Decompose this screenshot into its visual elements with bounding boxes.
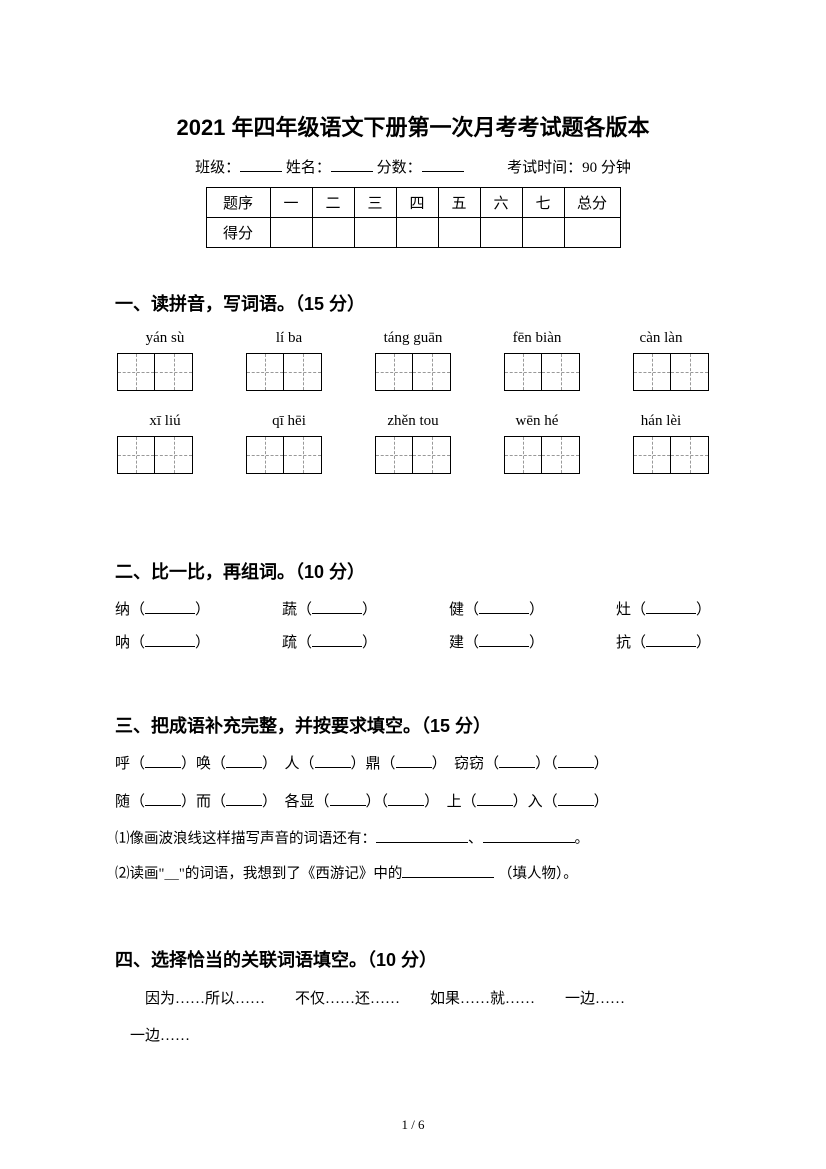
tianzi-box <box>504 436 580 474</box>
section4-title: 四、选择恰当的关联词语填空。（10 分） <box>115 946 711 972</box>
idiom-line: 随（）而（） 各显（）（） 上（）入（） <box>115 790 711 814</box>
pinyin-label: wēn hé <box>489 413 585 430</box>
tianzi-row <box>115 436 711 474</box>
tianzi-box <box>633 353 709 391</box>
tianzi-box <box>117 436 193 474</box>
table-cell: 五 <box>438 188 480 218</box>
table-cell <box>480 218 522 248</box>
table-cell <box>396 218 438 248</box>
compare-item: 健（） <box>449 598 544 619</box>
conjunction-line: 一边…… <box>115 1023 711 1050</box>
pinyin-label: táng guān <box>365 330 461 347</box>
compare-item: 建（） <box>449 631 544 652</box>
tianzi-box <box>246 353 322 391</box>
pinyin-label: lí ba <box>241 330 337 347</box>
pinyin-label: fēn biàn <box>489 330 585 347</box>
table-cell: 题序 <box>206 188 270 218</box>
compare-item: 灶（） <box>616 598 711 619</box>
table-cell: 总分 <box>564 188 620 218</box>
table-cell <box>564 218 620 248</box>
table-cell: 六 <box>480 188 522 218</box>
pinyin-row: yán sù lí ba táng guān fēn biàn càn làn <box>115 330 711 347</box>
conjunction-line: 因为……所以…… 不仅……还…… 如果……就…… 一边…… <box>115 986 711 1013</box>
class-blank <box>240 158 282 172</box>
compare-row: 纳（） 蔬（） 健（） 灶（） <box>115 598 711 619</box>
tianzi-box <box>375 353 451 391</box>
pinyin-row: xī liú qī hēi zhěn tou wēn hé hán lèi <box>115 413 711 430</box>
section1-title: 一、读拼音，写词语。（15 分） <box>115 290 711 316</box>
compare-item: 蔬（） <box>282 598 377 619</box>
name-label: 姓名： <box>286 160 331 176</box>
section2-title: 二、比一比，再组词。（10 分） <box>115 558 711 584</box>
tianzi-box <box>633 436 709 474</box>
score-table: 题序 一 二 三 四 五 六 七 总分 得分 <box>206 187 621 248</box>
name-blank <box>331 158 373 172</box>
table-cell: 一 <box>270 188 312 218</box>
table-cell <box>438 218 480 248</box>
compare-row: 呐（） 疏（） 建（） 抗（） <box>115 631 711 652</box>
tianzi-box <box>375 436 451 474</box>
pinyin-label: hán lèi <box>613 413 709 430</box>
tianzi-row <box>115 353 711 391</box>
table-cell <box>270 218 312 248</box>
pinyin-label: yán sù <box>117 330 213 347</box>
table-cell: 二 <box>312 188 354 218</box>
pinyin-label: zhěn tou <box>365 413 461 430</box>
compare-item: 抗（） <box>616 631 711 652</box>
tianzi-box <box>117 353 193 391</box>
table-cell: 得分 <box>206 218 270 248</box>
table-cell <box>354 218 396 248</box>
class-label: 班级： <box>195 160 240 176</box>
tianzi-box <box>246 436 322 474</box>
page-title: 2021 年四年级语文下册第一次月考考试题各版本 <box>115 110 711 142</box>
pinyin-label: xī liú <box>117 413 213 430</box>
table-cell <box>522 218 564 248</box>
idiom-line: 呼（）唤（） 人（）鼎（） 窃窃（）（） <box>115 752 711 776</box>
table-cell <box>312 218 354 248</box>
table-cell: 四 <box>396 188 438 218</box>
table-cell: 七 <box>522 188 564 218</box>
score-label: 分数： <box>377 160 422 176</box>
page-number: 1 / 6 <box>0 1117 826 1133</box>
pinyin-label: càn làn <box>613 330 709 347</box>
score-blank <box>422 158 464 172</box>
time-label: 考试时间：90 分钟 <box>507 160 631 176</box>
compare-item: 纳（） <box>115 598 210 619</box>
table-cell: 三 <box>354 188 396 218</box>
compare-item: 疏（） <box>282 631 377 652</box>
sub-question: ⑴像画波浪线这样描写声音的词语还有：、。 <box>115 828 711 851</box>
sub-question: ⑵读画"＿"的词语，我想到了《西游记》中的 （填人物）。 <box>115 863 711 886</box>
compare-item: 呐（） <box>115 631 210 652</box>
section3-title: 三、把成语补充完整，并按要求填空。（15 分） <box>115 712 711 738</box>
info-line: 班级： 姓名： 分数： 考试时间：90 分钟 <box>115 156 711 177</box>
tianzi-box <box>504 353 580 391</box>
pinyin-label: qī hēi <box>241 413 337 430</box>
